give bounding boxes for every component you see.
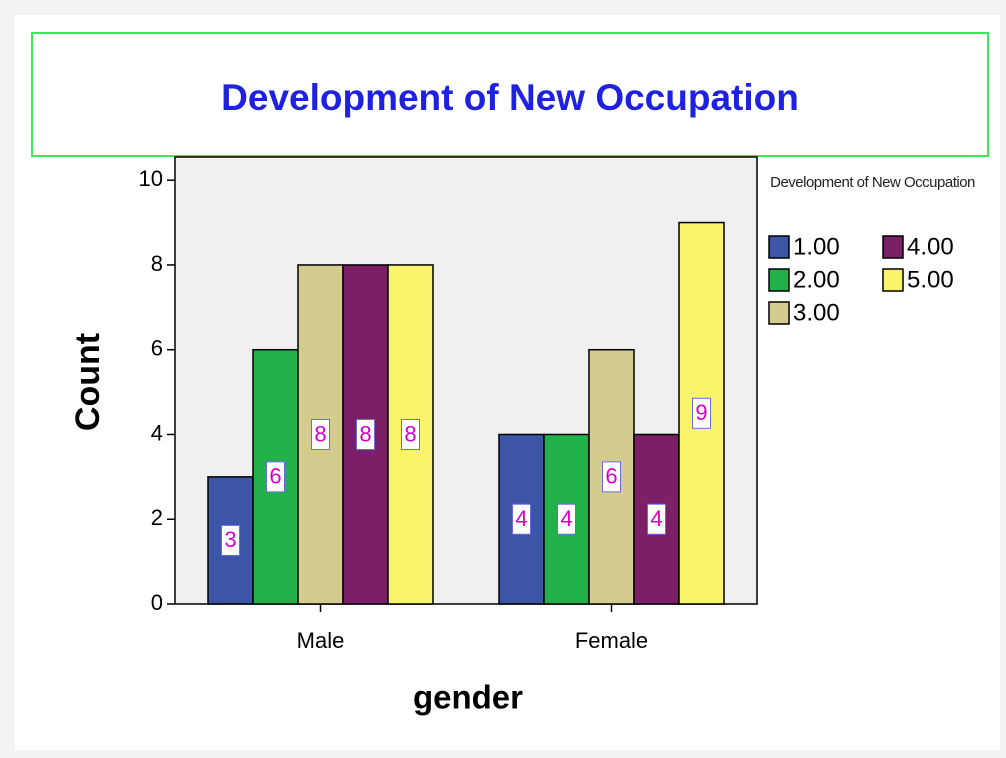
data-label-box — [221, 524, 240, 556]
legend-label: 3.00 — [793, 299, 840, 326]
y-tick-label: 10 — [139, 166, 163, 191]
data-label: 8 — [404, 421, 416, 446]
data-label: 4 — [650, 506, 662, 531]
data-label-box — [401, 418, 420, 450]
y-tick-label: 4 — [151, 420, 163, 445]
data-label: 4 — [560, 506, 572, 531]
data-label-box — [311, 418, 330, 450]
legend-label: 2.00 — [793, 266, 840, 293]
y-tick-label: 2 — [151, 505, 163, 530]
y-axis-label: Count — [69, 333, 107, 431]
y-tick-label: 8 — [151, 251, 163, 276]
chart-title: Development of New Occupation — [221, 77, 799, 118]
data-label: 8 — [359, 421, 371, 446]
x-tick-label: Male — [297, 628, 345, 653]
data-label-box — [512, 503, 531, 535]
bar — [498, 433, 545, 605]
y-tick-label: 0 — [151, 590, 163, 615]
title-box — [31, 32, 989, 157]
legend-label: 4.00 — [907, 233, 954, 260]
data-label: 4 — [515, 506, 527, 531]
legend-swatch — [882, 268, 904, 292]
y-tick-label: 6 — [151, 336, 163, 361]
data-label: 3 — [224, 527, 236, 552]
data-label-box — [557, 503, 576, 535]
legend-title: Development of New Occupation — [770, 174, 975, 191]
legend-label: 5.00 — [907, 266, 954, 293]
data-label-box — [692, 397, 711, 429]
x-tick-label: Female — [575, 628, 648, 653]
legend-swatch — [768, 235, 790, 259]
data-label: 6 — [269, 464, 281, 489]
data-label-box — [266, 461, 285, 493]
data-label-box — [602, 461, 621, 493]
data-label-box — [356, 418, 375, 450]
legend-swatch — [882, 235, 904, 259]
x-axis-label: gender — [413, 679, 523, 716]
legend-label: 1.00 — [793, 233, 840, 260]
legend-swatch — [768, 268, 790, 292]
legend-swatch — [768, 301, 790, 325]
data-label: 8 — [314, 421, 326, 446]
data-label: 9 — [695, 400, 707, 425]
data-label: 6 — [605, 464, 617, 489]
data-label-box — [647, 503, 666, 535]
